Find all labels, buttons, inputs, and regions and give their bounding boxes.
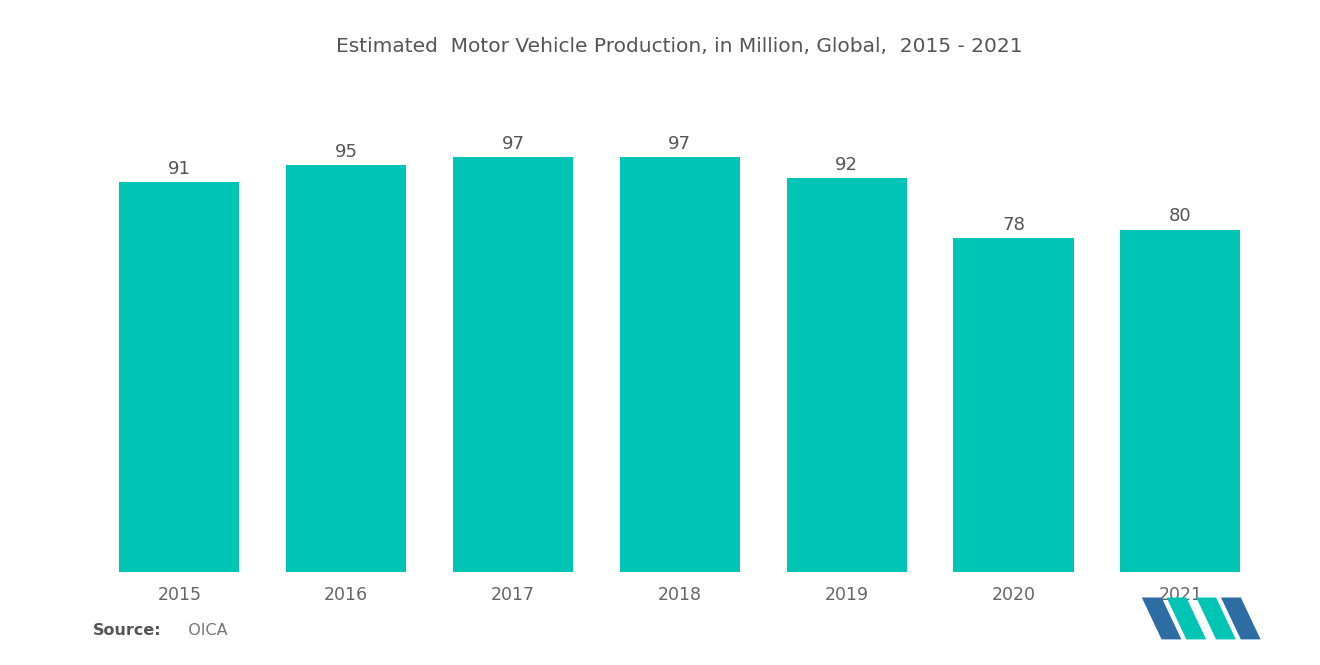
Text: OICA: OICA [178, 623, 228, 638]
Polygon shape [1167, 597, 1206, 640]
Text: 78: 78 [1002, 216, 1024, 234]
Polygon shape [1221, 597, 1261, 640]
Text: 97: 97 [502, 134, 524, 152]
Bar [953, 238, 1073, 572]
Bar [453, 157, 573, 572]
Text: 91: 91 [168, 160, 190, 178]
Text: 80: 80 [1170, 207, 1192, 225]
Text: 97: 97 [668, 134, 692, 152]
Bar [286, 166, 407, 572]
Bar [620, 157, 739, 572]
Text: Source:: Source: [92, 623, 161, 638]
Title: Estimated  Motor Vehicle Production, in Million, Global,  2015 - 2021: Estimated Motor Vehicle Production, in M… [337, 37, 1023, 56]
Text: 92: 92 [836, 156, 858, 174]
Bar [787, 178, 907, 572]
Bar [119, 182, 239, 572]
Polygon shape [1196, 597, 1236, 640]
Polygon shape [1142, 597, 1181, 640]
Text: 95: 95 [335, 143, 358, 161]
Bar [1121, 229, 1241, 572]
